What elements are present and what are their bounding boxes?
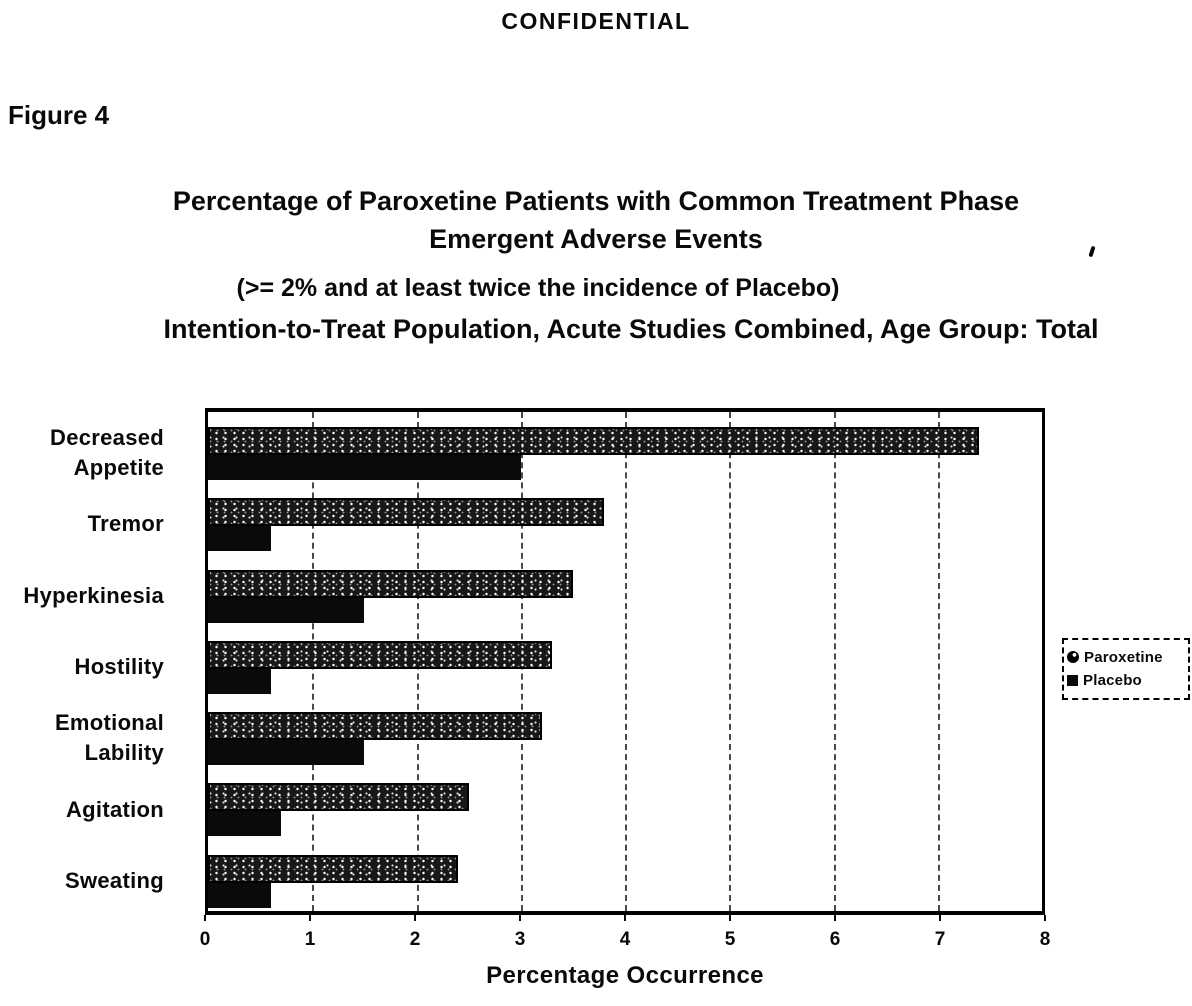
population-caption: Intention-to-Treat Population, Acute Stu…: [163, 314, 1099, 344]
x-tick-label: 5: [724, 929, 736, 950]
x-tick-mark: [519, 915, 521, 921]
gridline: [937, 412, 940, 911]
x-tick-label: 8: [1039, 929, 1051, 950]
x-tick-mark: [939, 915, 941, 921]
figure-number-label: Figure 4: [8, 100, 110, 130]
placebo-swatch-icon: [1067, 675, 1078, 687]
category-label: Sweating: [65, 867, 164, 893]
gridline: [625, 412, 627, 911]
confidential-banner: CONFIDENTIAL: [501, 8, 691, 34]
x-axis-title: Percentage Occurrence: [486, 962, 764, 989]
placebo-bar: [208, 882, 271, 908]
x-tick-label: 2: [409, 929, 421, 950]
category-label: Hostility: [74, 654, 164, 679]
paroxetine-bar: [208, 783, 469, 812]
chart-title: Percentage of Paroxetine Patients with C…: [0, 183, 1192, 259]
legend-entry-paroxetine: Paroxetine: [1067, 649, 1185, 666]
paroxetine-bar: [208, 712, 542, 741]
category-label: Emotional Lability: [54, 710, 164, 766]
category-label: Hyperkinesia: [23, 582, 164, 608]
x-tick-mark: [624, 915, 626, 921]
paroxetine-bar: [208, 427, 980, 455]
x-tick-label: 0: [199, 929, 211, 950]
x-tick-label: 7: [934, 929, 946, 950]
placebo-bar: [208, 668, 271, 694]
plot-area: [205, 408, 1045, 915]
paroxetine-swatch-icon: [1067, 651, 1079, 664]
x-axis: 0 1 2 3 4 5 6 7 8: [200, 915, 1050, 960]
paroxetine-bar: [208, 569, 573, 598]
gridline: [729, 412, 732, 911]
x-tick-mark: [414, 915, 416, 921]
legend-label-paroxetine: Paroxetine: [1084, 648, 1163, 666]
legend: Paroxetine Placebo: [1062, 638, 1190, 700]
legend-label-placebo: Placebo: [1083, 672, 1142, 690]
x-tick-mark: [834, 915, 836, 921]
chart-title-line1: Percentage of Paroxetine Patients with C…: [172, 186, 1020, 216]
placebo-bar: [208, 811, 281, 837]
x-tick-mark: [204, 915, 206, 921]
legend-entry-placebo: Placebo: [1067, 672, 1185, 689]
category-labels: Decreased Appetite Tremor Hyperkinesia Hosti…: [0, 412, 192, 912]
placebo-bar: [208, 455, 521, 480]
x-tick-mark: [1044, 915, 1046, 921]
chart-title-line2: Emergent Adverse Events: [429, 223, 763, 254]
x-tick-label: 4: [619, 929, 631, 950]
x-tick-mark: [729, 915, 731, 921]
placebo-bar: [208, 526, 271, 552]
category-label: Decreased Appetite: [50, 425, 164, 480]
paroxetine-bar: [208, 854, 459, 883]
chart-subtitle: (>= 2% and at least twice the incidence …: [236, 274, 840, 302]
x-tick-label: 1: [304, 929, 316, 950]
x-tick-label: 6: [829, 929, 841, 950]
paroxetine-bar: [208, 498, 605, 527]
category-label: Agitation: [65, 796, 164, 822]
gridline: [833, 412, 836, 911]
paroxetine-bar: [208, 640, 553, 669]
x-tick-mark: [309, 915, 311, 921]
placebo-bar: [208, 740, 365, 766]
placebo-bar: [208, 597, 365, 623]
category-label: Tremor: [87, 511, 164, 537]
x-tick-label: 3: [514, 929, 526, 950]
